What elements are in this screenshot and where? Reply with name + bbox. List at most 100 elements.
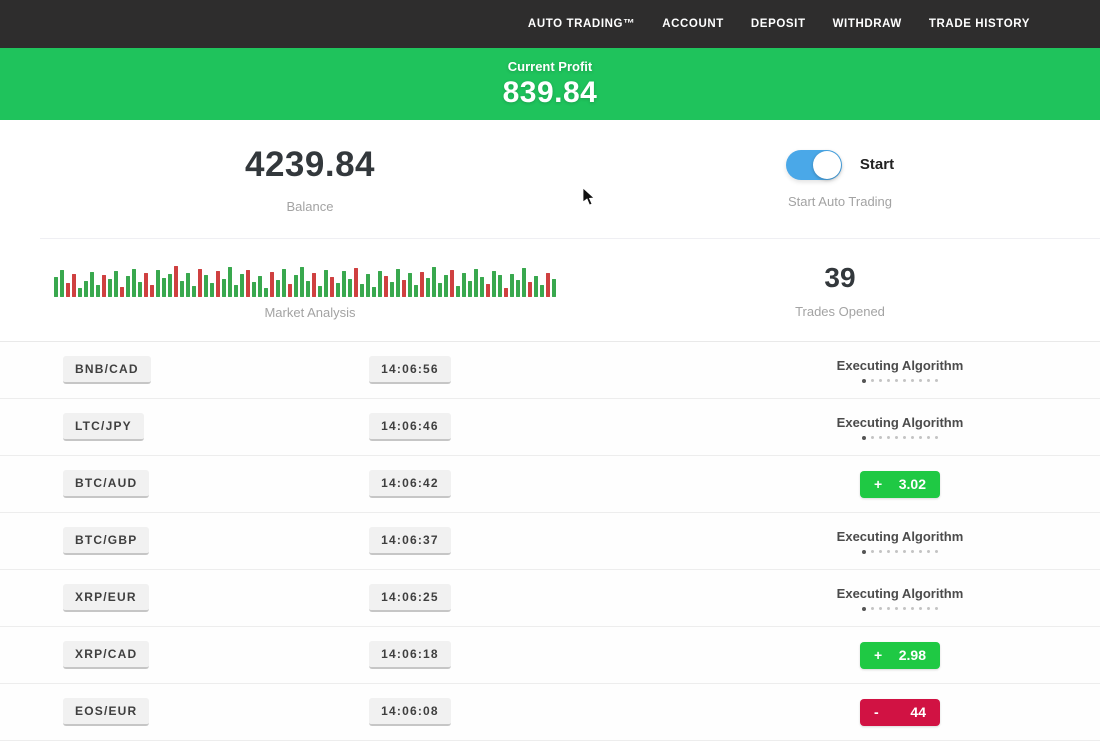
loss-badge: - 44 xyxy=(860,698,940,726)
chart-bar xyxy=(288,283,292,297)
chart-bar xyxy=(324,269,328,297)
chart-bar xyxy=(168,273,172,297)
time-chip: 14:06:25 xyxy=(369,584,451,612)
progress-dots-icon xyxy=(860,378,941,383)
chart-bar xyxy=(282,268,286,297)
result-sign: - xyxy=(874,704,879,720)
chart-bar xyxy=(246,269,250,297)
stats-row-balance: 4239.84 Balance Start Start Auto Trading xyxy=(0,120,1100,238)
time-chip: 14:06:18 xyxy=(369,641,451,669)
chart-bar xyxy=(234,284,238,297)
navbar-menu: AUTO TRADING™ ACCOUNT DEPOSIT WITHDRAW TRADE… xyxy=(501,18,1030,30)
chart-bar xyxy=(204,274,208,297)
progress-dots-icon xyxy=(860,435,941,440)
chart-bar xyxy=(156,269,160,297)
pair-chip: EOS/EUR xyxy=(63,698,150,726)
executing-algorithm-label: Executing Algorithm xyxy=(836,414,964,430)
chart-bar xyxy=(72,273,76,297)
chart-bar xyxy=(120,286,124,297)
chart-bar xyxy=(372,286,376,297)
toggle-knob-icon xyxy=(812,150,841,179)
chart-bar xyxy=(486,283,490,297)
trade-row: BNB/CAD 14:06:56 Executing Algorithm xyxy=(0,342,1100,399)
result-value: 44 xyxy=(910,704,926,720)
chart-bar xyxy=(408,272,412,297)
chart-bar xyxy=(540,284,544,297)
chart-bar xyxy=(444,274,448,297)
executing-algorithm-label: Executing Algorithm xyxy=(836,528,964,544)
pair-chip: XRP/EUR xyxy=(63,584,149,612)
chart-bar xyxy=(522,267,526,297)
chart-bar xyxy=(528,281,532,297)
chart-bar xyxy=(180,280,184,297)
chart-bar xyxy=(60,269,64,297)
chart-bar xyxy=(114,270,118,297)
chart-bar xyxy=(318,285,322,297)
nav-item-deposit[interactable]: DEPOSIT xyxy=(750,18,806,30)
pair-chip: BNB/CAD xyxy=(63,356,151,384)
market-analysis-chart xyxy=(54,261,566,297)
nav-item-withdraw[interactable]: WITHDRAW xyxy=(832,18,902,30)
chart-bar xyxy=(258,275,262,297)
chart-bar xyxy=(108,278,112,297)
chart-bar xyxy=(336,282,340,297)
chart-bar xyxy=(504,287,508,297)
chart-bar xyxy=(510,273,514,297)
pair-chip: BTC/AUD xyxy=(63,470,150,498)
chart-bar xyxy=(342,270,346,297)
executing-algorithm-label: Executing Algorithm xyxy=(836,585,964,601)
progress-dots-icon xyxy=(860,606,941,611)
trade-row: EOS/EUR 14:06:08 - 44 xyxy=(0,684,1100,741)
chart-bar xyxy=(228,266,232,297)
profit-badge: +3.02 xyxy=(860,470,940,498)
auto-trading-toggle[interactable] xyxy=(785,149,842,180)
chart-bar xyxy=(150,284,154,297)
chart-bar xyxy=(534,275,538,297)
chart-bar xyxy=(390,281,394,297)
nav-item-account[interactable]: ACCOUNT xyxy=(662,18,724,30)
nav-item-trade-history[interactable]: TRADE HISTORY xyxy=(928,18,1030,30)
chart-bar xyxy=(468,280,472,297)
chart-bar xyxy=(216,270,220,297)
chart-bar xyxy=(546,272,550,297)
current-profit-banner: Current Profit 839.84 xyxy=(0,48,1100,120)
chart-bar xyxy=(96,284,100,297)
chart-bar xyxy=(174,265,178,297)
result-value: 2.98 xyxy=(898,647,926,663)
chart-bar xyxy=(420,271,424,297)
nav-item-auto-trading[interactable]: AUTO TRADING™ xyxy=(527,18,636,30)
chart-bar xyxy=(498,274,502,297)
chart-bar xyxy=(84,280,88,297)
pair-chip: LTC/JPY xyxy=(63,413,144,441)
pair-chip: BTC/GBP xyxy=(63,527,150,555)
stats-row-market: Market Analysis 39 Trades Opened xyxy=(0,239,1100,341)
trade-row: LTC/JPY 14:06:46 Executing Algorithm xyxy=(0,399,1100,456)
chart-bar xyxy=(456,285,460,297)
chart-bar xyxy=(186,272,190,297)
chart-bar xyxy=(360,283,364,297)
chart-bar xyxy=(414,284,418,297)
current-profit-value: 839.84 xyxy=(502,75,598,109)
chart-bar xyxy=(432,266,436,297)
chart-bar xyxy=(438,282,442,297)
executing-algorithm-label: Executing Algorithm xyxy=(836,357,964,373)
chart-bar xyxy=(462,272,466,297)
trade-row: BTC/AUD 14:06:42 +3.02 xyxy=(0,456,1100,513)
chart-bar xyxy=(306,280,310,297)
chart-bar xyxy=(450,269,454,297)
trade-row: BTC/GBP 14:06:37 Executing Algorithm xyxy=(0,513,1100,570)
chart-bar xyxy=(474,268,478,297)
market-analysis-label: Market Analysis xyxy=(264,304,356,320)
trades-list: BNB/CAD 14:06:56 Executing Algorithm LTC/JP… xyxy=(0,341,1100,741)
chart-bar xyxy=(348,278,352,297)
chart-bar xyxy=(552,278,556,297)
result-sign: + xyxy=(874,647,883,663)
chart-bar xyxy=(402,279,406,297)
chart-bar xyxy=(198,268,202,297)
time-chip: 14:06:08 xyxy=(369,698,451,726)
chart-bar xyxy=(354,267,358,297)
section-divider xyxy=(40,238,1100,239)
current-profit-label: Current Profit xyxy=(507,58,593,74)
trades-opened-value: 39 xyxy=(824,261,856,293)
chart-bar xyxy=(264,287,268,297)
